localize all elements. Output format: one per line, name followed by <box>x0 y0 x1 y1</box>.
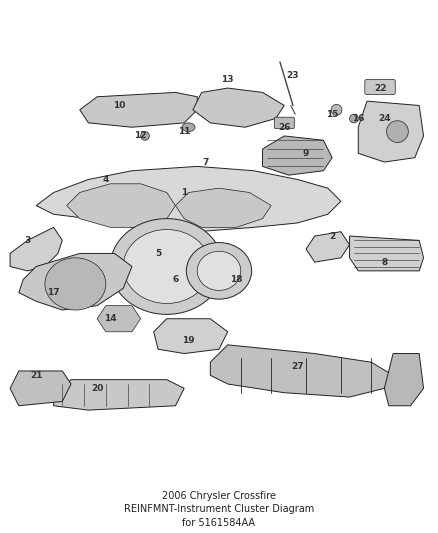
Text: 12: 12 <box>134 132 147 140</box>
Ellipse shape <box>331 104 342 115</box>
Text: 7: 7 <box>203 158 209 166</box>
Text: 14: 14 <box>104 314 117 323</box>
Polygon shape <box>80 92 197 127</box>
Polygon shape <box>193 88 284 127</box>
Ellipse shape <box>197 251 241 290</box>
Text: 2: 2 <box>329 231 335 240</box>
Text: 27: 27 <box>291 362 304 371</box>
Polygon shape <box>10 228 62 271</box>
Ellipse shape <box>387 120 408 142</box>
FancyBboxPatch shape <box>365 79 395 94</box>
Text: 24: 24 <box>378 114 391 123</box>
Text: 3: 3 <box>25 236 31 245</box>
Ellipse shape <box>141 132 149 140</box>
Ellipse shape <box>186 243 252 299</box>
Text: 17: 17 <box>47 288 60 297</box>
Polygon shape <box>385 353 424 406</box>
Text: 19: 19 <box>182 336 195 345</box>
Text: 10: 10 <box>113 101 125 110</box>
Polygon shape <box>358 101 424 162</box>
Ellipse shape <box>123 230 210 303</box>
Text: 22: 22 <box>374 84 386 93</box>
Polygon shape <box>19 254 132 310</box>
Polygon shape <box>176 188 271 228</box>
Text: 1: 1 <box>181 188 187 197</box>
Ellipse shape <box>182 123 195 132</box>
Polygon shape <box>97 305 141 332</box>
Text: 18: 18 <box>230 275 243 284</box>
Polygon shape <box>53 379 184 410</box>
Ellipse shape <box>45 258 106 310</box>
Polygon shape <box>262 136 332 175</box>
Text: 9: 9 <box>303 149 309 158</box>
Ellipse shape <box>110 219 223 314</box>
Polygon shape <box>154 319 228 353</box>
Polygon shape <box>36 166 341 232</box>
Text: 8: 8 <box>381 257 388 266</box>
Ellipse shape <box>350 114 358 123</box>
Polygon shape <box>10 371 71 406</box>
Polygon shape <box>210 345 393 397</box>
Polygon shape <box>306 232 350 262</box>
Text: 6: 6 <box>172 275 179 284</box>
Text: 23: 23 <box>287 70 299 79</box>
FancyBboxPatch shape <box>274 117 294 128</box>
Polygon shape <box>67 184 176 228</box>
Polygon shape <box>350 236 424 271</box>
Text: 16: 16 <box>352 114 364 123</box>
Text: 26: 26 <box>278 123 290 132</box>
Text: 20: 20 <box>91 384 103 393</box>
Text: 5: 5 <box>155 249 161 258</box>
Text: 4: 4 <box>102 175 109 184</box>
Text: 21: 21 <box>30 371 42 380</box>
Text: 11: 11 <box>178 127 191 136</box>
Text: 13: 13 <box>222 75 234 84</box>
Text: 15: 15 <box>326 110 339 119</box>
Text: 2006 Chrysler Crossfire
REINFMNT-Instrument Cluster Diagram
for 5161584AA: 2006 Chrysler Crossfire REINFMNT-Instrum… <box>124 491 314 528</box>
